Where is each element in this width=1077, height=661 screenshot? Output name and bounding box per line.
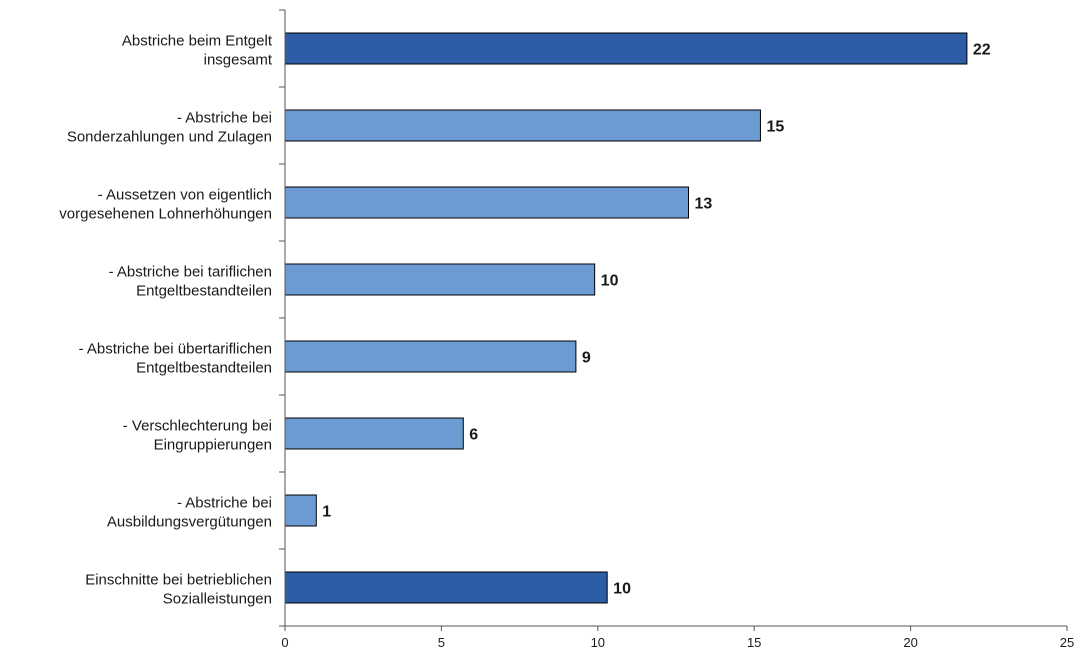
category-label-0-line-1: insgesamt: [204, 52, 273, 69]
category-label-0: Abstriche beim Entgelt insgesamt: [122, 33, 273, 69]
bar-2: [284, 186, 690, 219]
category-label-7-line-1: Sozialleistungen: [163, 591, 272, 608]
bar-3: [284, 263, 596, 296]
category-label-3-line-0: - Abstriche bei tariflichen: [109, 264, 272, 281]
bar-5: [284, 417, 464, 450]
bar-7: [284, 571, 608, 604]
category-label-1-line-1: Sonderzahlungen und Zulagen: [67, 129, 272, 146]
bar-6: [284, 494, 317, 527]
bar-4: [284, 340, 577, 373]
category-label-3: - Abstriche bei tariflichen Entgeltbestan…: [109, 264, 272, 300]
category-label-2-line-1: vorgesehenen Lohnerhöhungen: [59, 206, 272, 223]
category-label-4-line-0: - Abstriche bei übertariflichen: [79, 341, 272, 358]
bars-layer: [284, 32, 968, 604]
bar-1: [284, 109, 761, 142]
category-label-2-line-0: - Aussetzen von eigentlich: [98, 187, 272, 204]
x-tick-label-3: 15: [747, 635, 761, 650]
category-label-5-line-1: Eingruppierungen: [154, 437, 272, 454]
x-tick-label-2: 10: [591, 635, 605, 650]
category-label-6-line-0: - Abstriche bei: [177, 495, 272, 512]
x-tick-label-0: 0: [281, 635, 288, 650]
data-label-0: 22: [973, 42, 991, 59]
category-label-5: - Verschlechterung bei Eingruppierungen: [123, 418, 272, 454]
data-label-6: 1: [322, 504, 331, 521]
category-label-7: Einschnitte bei betrieblichen Sozialleist…: [85, 572, 272, 608]
category-label-4: - Abstriche bei übertariflichen Entgeltbe…: [79, 341, 272, 377]
data-label-1: 15: [766, 119, 784, 136]
data-label-5: 6: [469, 427, 478, 444]
category-label-7-line-0: Einschnitte bei betrieblichen: [85, 572, 272, 589]
data-label-3: 10: [601, 273, 619, 290]
category-label-3-line-1: Entgeltbestandteilen: [136, 283, 272, 300]
category-label-1: - Abstriche bei Sonderzahlungen und Zulag…: [67, 110, 272, 146]
data-label-7: 10: [613, 581, 631, 598]
x-tick-label-5: 25: [1060, 635, 1074, 650]
category-label-5-line-0: - Verschlechterung bei: [123, 418, 272, 435]
category-label-6: - Abstriche bei Ausbildungsvergütungen: [107, 495, 272, 531]
category-label-4-line-1: Entgeltbestandteilen: [136, 360, 272, 377]
category-label-6-line-1: Ausbildungsvergütungen: [107, 514, 272, 531]
x-tick-label-4: 20: [903, 635, 917, 650]
category-label-1-line-0: - Abstriche bei: [177, 110, 272, 127]
data-label-2: 13: [695, 196, 713, 213]
category-label-0-line-0: Abstriche beim Entgelt: [122, 33, 273, 50]
category-label-2: - Aussetzen von eigentlich vorgesehenen L…: [59, 187, 272, 223]
data-label-4: 9: [582, 350, 591, 367]
axes-layer: [279, 9, 1068, 631]
x-tick-label-1: 5: [438, 635, 445, 650]
bar-0: [284, 32, 968, 65]
